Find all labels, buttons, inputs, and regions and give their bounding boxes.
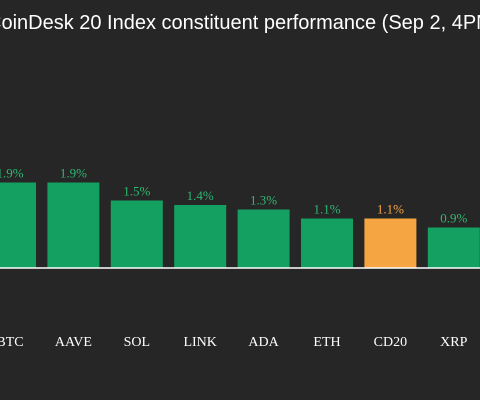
value-labels-group: 1.9% 1.9% 1.5% 1.4% 1.3% 1.1% 1.1% 0.9% <box>0 166 468 226</box>
value-label-xrp: 0.9% <box>440 211 467 226</box>
category-label-link: LINK <box>183 335 216 350</box>
category-label-sol: SOL <box>124 335 150 350</box>
value-label-btc: 1.9% <box>0 166 24 181</box>
bar-sol <box>110 200 163 268</box>
chart-title: CoinDesk 20 Index constituent performanc… <box>0 12 480 34</box>
value-label-cd20: 1.1% <box>377 202 404 217</box>
category-label-ada: ADA <box>248 335 279 350</box>
bar-cd20 <box>364 218 417 268</box>
value-label-sol: 1.5% <box>123 184 150 199</box>
value-label-link: 1.4% <box>187 188 214 203</box>
bar-eth <box>301 218 353 268</box>
bars-group <box>0 182 480 268</box>
value-label-aave: 1.9% <box>60 166 87 181</box>
category-labels-group: BTC AAVE SOL LINK ADA ETH CD20 XRP <box>0 335 468 350</box>
bar-link <box>174 205 227 268</box>
category-label-aave: AAVE <box>55 335 92 350</box>
category-label-xrp: XRP <box>440 335 467 350</box>
value-label-eth: 1.1% <box>313 202 340 217</box>
bar-ada <box>237 209 290 268</box>
bar-aave <box>47 182 100 268</box>
bar-xrp <box>427 227 480 268</box>
category-label-cd20: CD20 <box>374 335 407 350</box>
value-label-ada: 1.3% <box>250 193 277 208</box>
category-label-eth: ETH <box>313 335 340 350</box>
bar-btc <box>0 182 36 268</box>
category-label-btc: BTC <box>0 335 24 350</box>
